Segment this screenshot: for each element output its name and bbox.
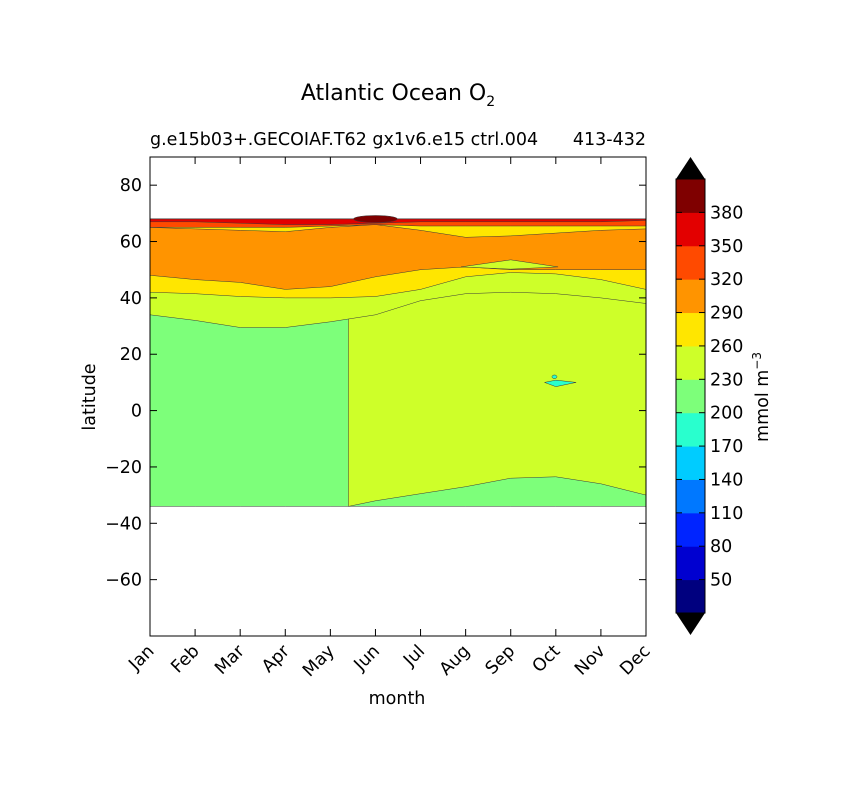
colorbar-segment	[676, 179, 705, 213]
y-tick-label: 40	[120, 289, 142, 309]
colorbar-segment	[676, 312, 705, 347]
colorbar-segment	[676, 546, 705, 581]
plot-frame	[149, 156, 647, 637]
colorbar-segment	[676, 579, 705, 614]
x-tick-label: Nov	[571, 641, 609, 679]
colorbar-tick-label: 50	[710, 571, 732, 591]
colorbar-tick-label: 290	[710, 304, 743, 324]
x-tick-label: Oct	[529, 641, 565, 677]
colorbar-tick-label: 170	[710, 437, 743, 457]
x-tick-label: Apr	[258, 641, 294, 677]
colorbar-over-arrow	[676, 157, 705, 179]
colorbar-frame	[675, 178, 706, 614]
y-tick-label: −60	[105, 571, 142, 591]
y-tick-label: 60	[120, 233, 142, 253]
x-tick-label: Feb	[168, 641, 204, 677]
colorbar-tick-label: 140	[710, 470, 743, 490]
x-tick-label: Sep	[482, 641, 519, 678]
colorbar-segment	[676, 412, 705, 447]
colorbar-tick-label: 200	[710, 404, 743, 424]
chart-title-text: Atlantic Ocean O	[301, 81, 486, 106]
colorbar: 50 80 110 140 170 200 230 260 290 320 350 380	[675, 157, 743, 635]
colorbar-segment	[676, 479, 705, 514]
contour-band-290-320	[150, 224, 646, 290]
x-tick-label: Jun	[350, 641, 384, 675]
y-tick-label: −20	[105, 458, 142, 478]
contour-min-dot	[551, 374, 558, 379]
x-tick-label: Dec	[616, 641, 654, 679]
x-tick-label: Aug	[436, 641, 474, 679]
colorbar-tick-label: 260	[710, 337, 743, 357]
y-tick-label: 20	[120, 345, 142, 365]
colorbar-segment	[676, 279, 705, 314]
y-tick-label: 0	[131, 402, 142, 422]
colorbar-tick-label: 80	[710, 537, 732, 557]
contour-max-patch	[353, 215, 398, 223]
x-tick-label: Jan	[125, 641, 159, 675]
x-tick-label: May	[299, 641, 339, 681]
colorbar-segment	[676, 245, 705, 280]
y-axis-label: latitude	[80, 363, 100, 430]
colorbar-label: mmol m−3	[750, 352, 773, 442]
colorbar-tick-label: 350	[710, 237, 743, 257]
colorbar-under-arrow	[676, 613, 705, 635]
colorbar-tick-label: 230	[710, 370, 743, 390]
colorbar-label-text: mmol m	[753, 370, 773, 442]
colorbar-segment	[676, 212, 705, 247]
x-tick-label: Jul	[399, 641, 429, 671]
colorbar-segment	[676, 512, 705, 547]
colorbar-segment	[676, 379, 705, 414]
colorbar-tick-label: 380	[710, 203, 743, 223]
chart-subtitle-right: 413-432	[573, 130, 646, 150]
chart-subtitle-left: g.e15b03+.GECOIAF.T62 gx1v6.e15 ctrl.004	[150, 130, 538, 150]
x-tick-label: Mar	[211, 641, 249, 679]
colorbar-tick-label: 320	[710, 270, 743, 290]
colorbar-tick-label: 110	[710, 504, 743, 524]
plot-area: Jan Feb Mar Apr May Jun Jul Aug Sep Oct Nov Dec 80 60…	[105, 156, 655, 681]
contour-min-patch	[543, 379, 577, 387]
colorbar-segment	[676, 345, 705, 380]
chart-title: Atlantic Ocean O2	[301, 81, 495, 110]
colorbar-label-exponent: −3	[750, 352, 764, 370]
y-tick-label: 80	[120, 176, 142, 196]
chart-title-subscript: 2	[486, 94, 495, 110]
colorbar-segment	[676, 446, 705, 480]
x-axis-label: month	[369, 689, 426, 709]
y-tick-label: −40	[105, 514, 142, 534]
contour-lens-patch	[461, 259, 559, 270]
contour-band-350-380	[150, 218, 646, 225]
